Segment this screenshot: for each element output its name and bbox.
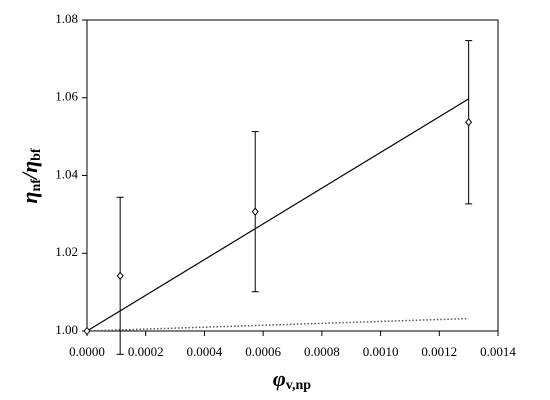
y-label-part: /η bbox=[17, 161, 42, 181]
trend-line bbox=[86, 98, 469, 332]
data-point bbox=[465, 117, 473, 127]
y-tick-label: 1.04 bbox=[55, 166, 78, 181]
data-point bbox=[116, 271, 124, 281]
y-label-part: bf bbox=[29, 148, 44, 161]
x-tick-label: 0.0008 bbox=[304, 344, 340, 359]
y-label-part: nf bbox=[29, 179, 44, 192]
plot-frame bbox=[86, 19, 499, 332]
x-tick-label: 0.0004 bbox=[187, 344, 223, 359]
data-point bbox=[83, 326, 91, 336]
x-tick-label: 0.0006 bbox=[245, 344, 281, 359]
trend-line bbox=[86, 317, 469, 332]
data-point bbox=[251, 207, 259, 216]
x-tick-label: 0.0002 bbox=[128, 344, 164, 359]
x-tick-label: 0.0012 bbox=[421, 344, 457, 359]
y-axis-label: ηnf/ηbf bbox=[17, 148, 44, 204]
x-label-part: v,np bbox=[286, 378, 312, 393]
y-label-part: η bbox=[17, 192, 42, 204]
y-tick-label: 1.00 bbox=[55, 322, 78, 337]
x-label-part: φ bbox=[273, 366, 286, 391]
x-axis-label: φv,np bbox=[273, 366, 311, 393]
y-tick-label: 1.02 bbox=[55, 244, 78, 259]
x-tick-label: 0.0000 bbox=[69, 344, 105, 359]
x-tick-label: 0.0014 bbox=[480, 344, 516, 359]
x-tick-label: 0.0010 bbox=[363, 344, 399, 359]
y-tick-label: 1.08 bbox=[55, 11, 78, 26]
y-tick-label: 1.06 bbox=[55, 89, 78, 104]
